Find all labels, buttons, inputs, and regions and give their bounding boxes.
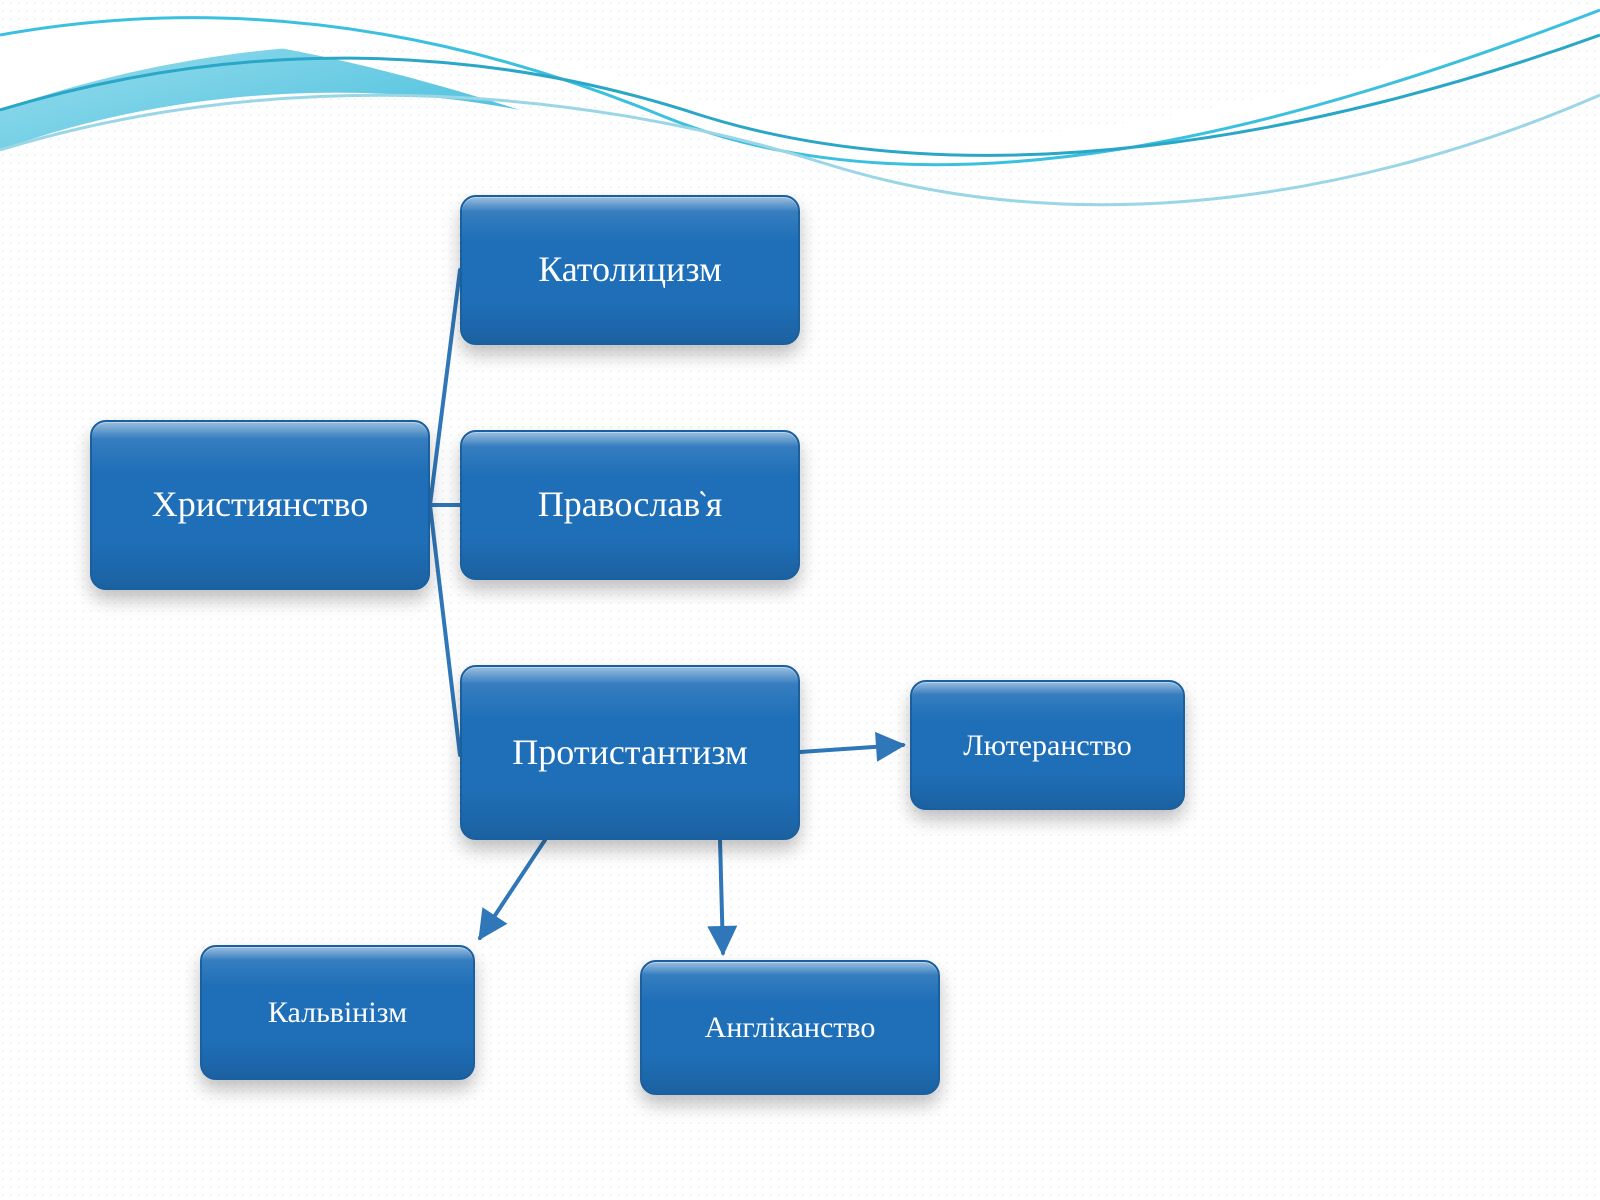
- node-anglicanism: Англіканство: [640, 960, 940, 1095]
- node-catholicism: Католицизм: [460, 195, 800, 345]
- node-orthodoxy: Православ`я: [460, 430, 800, 580]
- node-label: Кальвінізм: [268, 996, 407, 1029]
- edge-christianity-to-protestantism: [430, 505, 460, 755]
- edge-christianity-to-catholicism: [430, 270, 460, 505]
- node-label: Католицизм: [538, 250, 722, 290]
- edge-protestantism-to-calvinism: [480, 840, 545, 938]
- node-christianity: Християнство: [90, 420, 430, 590]
- node-calvinism: Кальвінізм: [200, 945, 475, 1080]
- node-label: Протистантизм: [512, 733, 747, 773]
- node-protestantism: Протистантизм: [460, 665, 800, 840]
- edge-protestantism-to-anglicanism: [720, 840, 723, 953]
- edge-protestantism-to-lutheranism: [800, 745, 903, 752]
- node-label: Лютеранство: [963, 729, 1132, 762]
- node-label: Англіканство: [705, 1011, 876, 1044]
- node-label: Православ`я: [538, 485, 723, 525]
- node-lutheranism: Лютеранство: [910, 680, 1185, 810]
- slide: Християнство Католицизм Православ`я Протист…: [0, 0, 1600, 1200]
- node-label: Християнство: [152, 485, 369, 525]
